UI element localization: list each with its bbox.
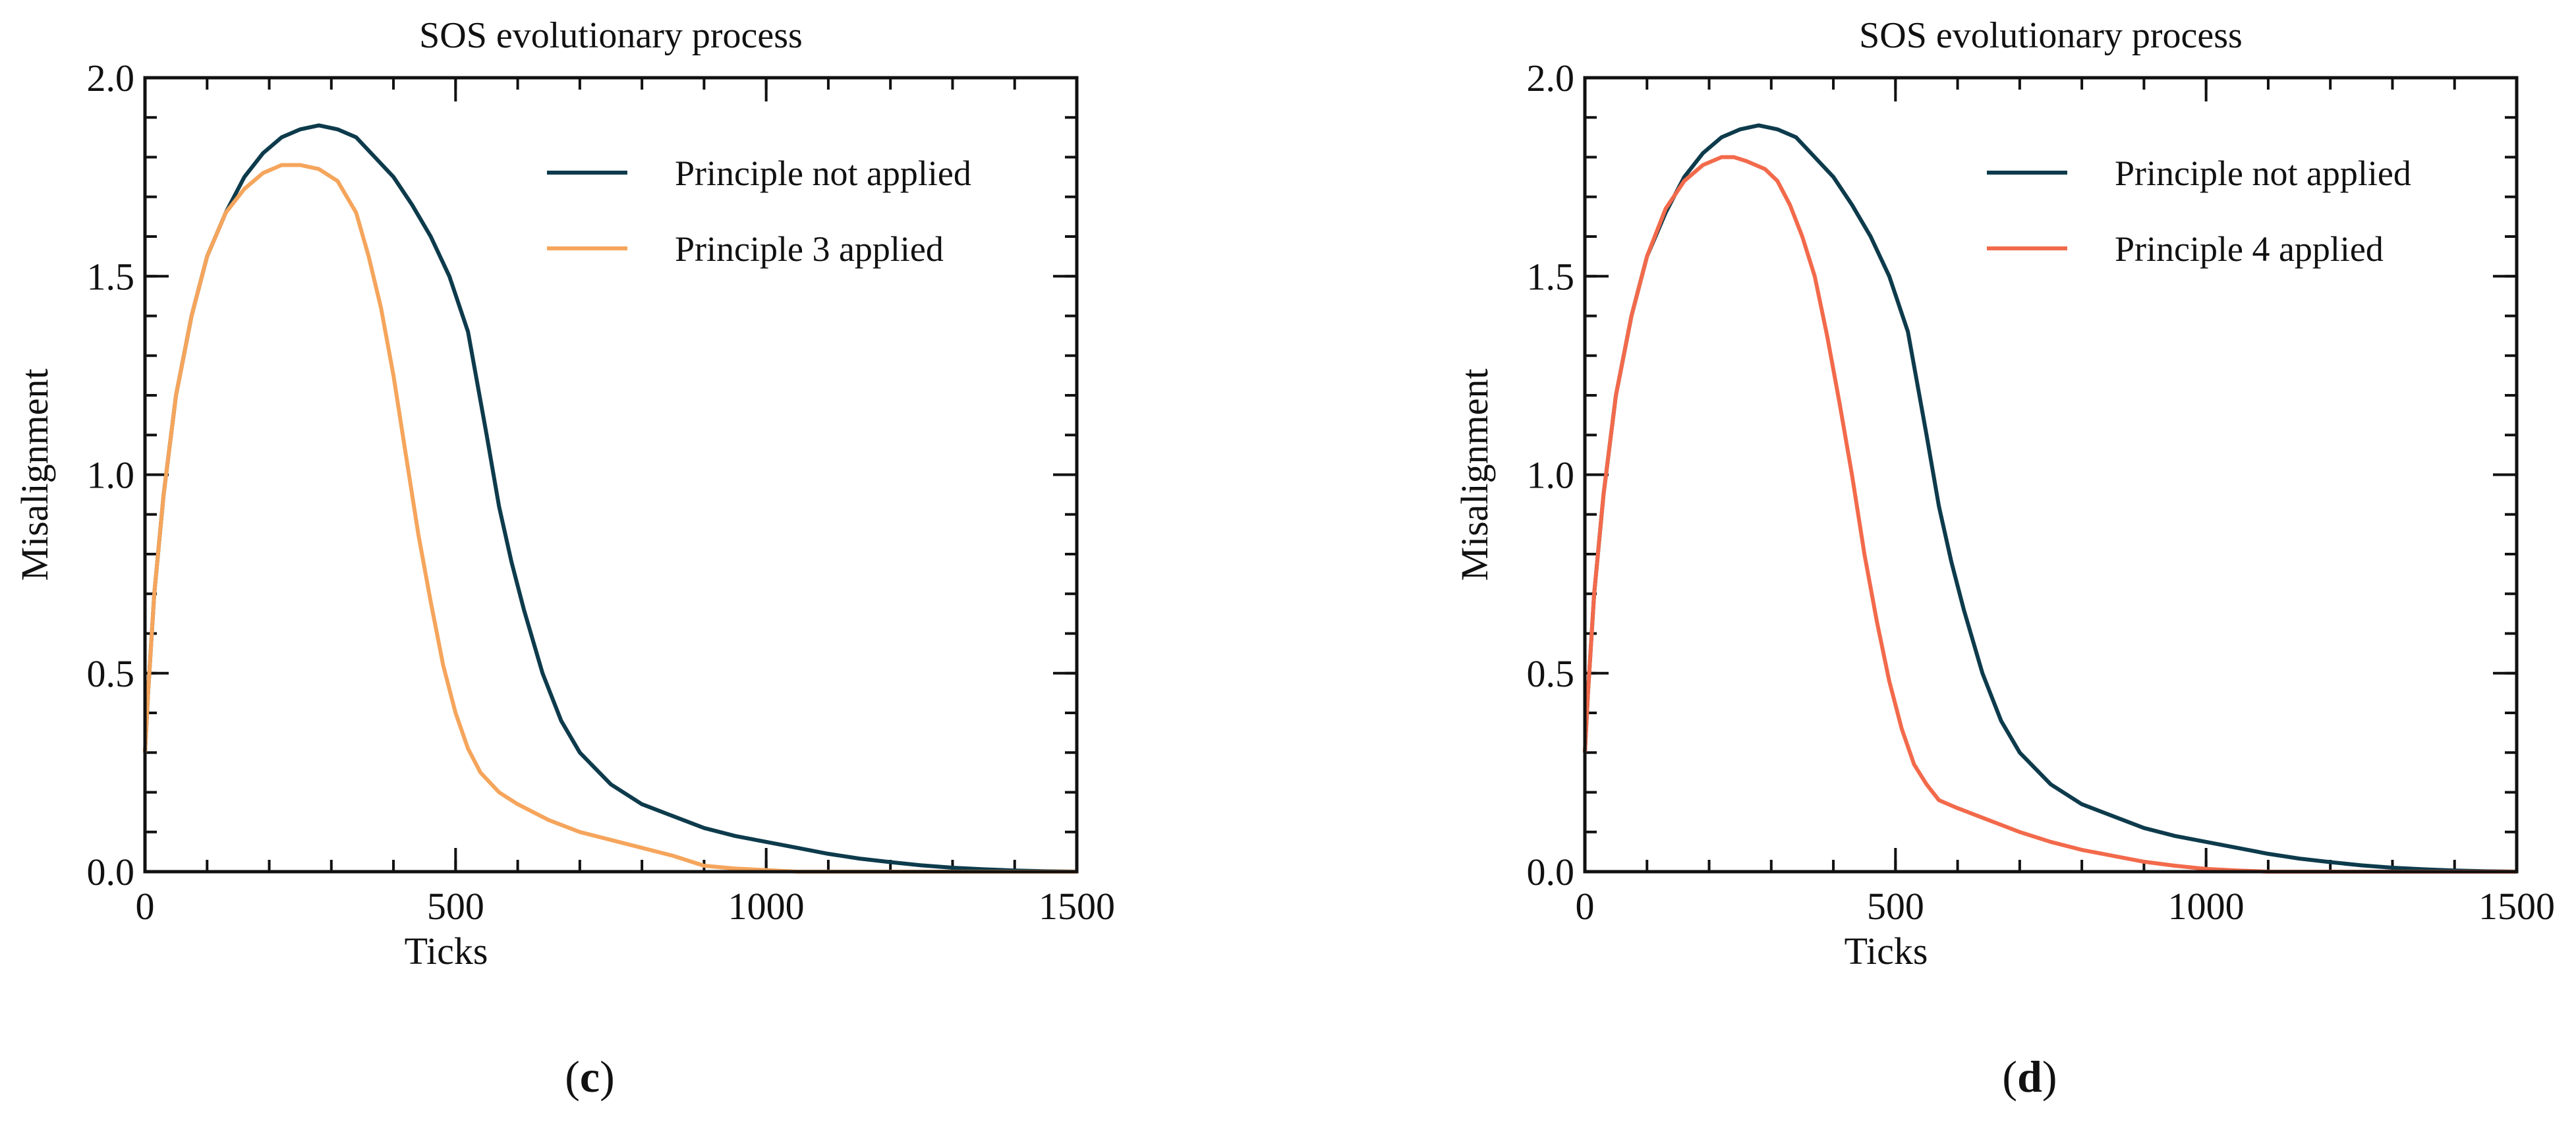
y-tick-label: 2.0 (1527, 57, 1575, 99)
y-axis-label: Misalignment (13, 368, 56, 580)
x-axis-label: Ticks (1845, 930, 1928, 972)
y-tick-label: 1.0 (87, 454, 135, 497)
plot-frame (1583, 76, 2519, 874)
x-tick-label: 0 (1576, 885, 1595, 928)
x-tick-label: 0 (136, 885, 155, 928)
line-chart-d: SOS evolutionary process 0 500 1000 1500 0.0 0… (1453, 15, 2555, 972)
y-axis-label: Misalignment (1453, 368, 1496, 580)
line-chart-c: SOS evolutionary process 0 500 1000 1500 0.0 0… (13, 15, 1115, 972)
legend-label-1: Principle 4 applied (2115, 229, 2384, 269)
legend-label-0: Principle not applied (2115, 154, 2411, 193)
x-axis-label: Ticks (405, 930, 488, 972)
y-tick-label: 1.5 (1527, 255, 1575, 298)
chart-panel-d: SOS evolutionary process 0 500 1000 1500 0.0 0… (1440, 0, 2576, 1126)
x-tick-label: 1500 (2478, 885, 2555, 928)
legend-label-0: Principle not applied (675, 154, 971, 193)
y-tick-label: 0.0 (87, 851, 135, 893)
x-tick-label: 1500 (1039, 885, 1115, 928)
series-line-1 (143, 163, 1077, 874)
y-tick-label: 0.0 (1527, 851, 1575, 893)
y-tick-label: 1.5 (87, 255, 135, 298)
series-line-1 (1583, 155, 2517, 874)
x-tick-label: 500 (427, 885, 484, 928)
plot-frame (143, 76, 1079, 874)
y-tick-label: 2.0 (87, 57, 135, 99)
x-tick-label: 1000 (728, 885, 805, 928)
x-tick-label: 500 (1867, 885, 1924, 928)
chart-panel-c: SOS evolutionary process 0 500 1000 1500 0.0 0… (13, 15, 1115, 1102)
legend-label-1: Principle 3 applied (675, 229, 944, 269)
y-tick-label: 0.5 (1527, 652, 1575, 695)
x-tick-label: 1000 (2168, 885, 2245, 928)
caption-c: (c) (565, 1052, 615, 1102)
y-tick-label: 1.0 (1527, 454, 1575, 497)
chart-title: SOS evolutionary process (1859, 15, 2243, 56)
y-tick-label: 0.5 (87, 652, 135, 695)
chart-title: SOS evolutionary process (419, 15, 803, 56)
caption-d: (d) (2002, 1052, 2057, 1102)
